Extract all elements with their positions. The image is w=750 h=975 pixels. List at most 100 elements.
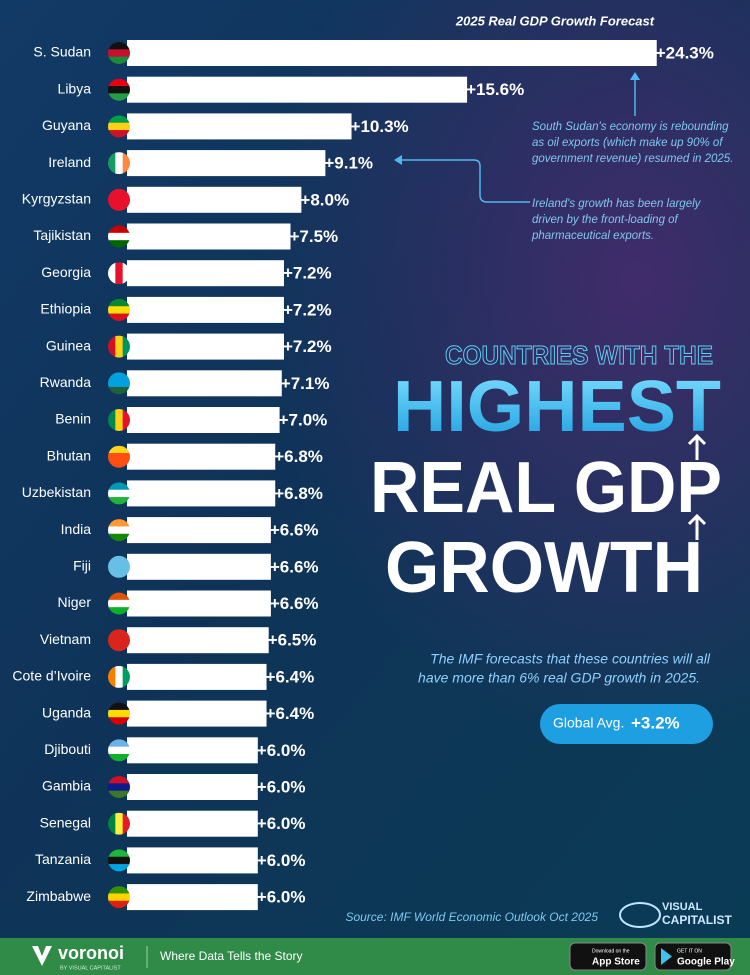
flag-stripe [115, 152, 124, 175]
badge-text: App Store [592, 957, 640, 968]
value-label: +7.0% [279, 410, 328, 429]
value-label: +6.4% [266, 704, 315, 723]
headline: GROWTH [385, 528, 703, 608]
flag-stripe [108, 519, 130, 527]
flag-stripe [108, 753, 130, 762]
flag [108, 372, 130, 395]
flag-stripe [108, 709, 130, 718]
vc-logo: VISUAL CAPITALIST [619, 901, 732, 928]
global-avg-pill [540, 704, 713, 744]
value-label: +6.0% [257, 888, 306, 907]
bar [127, 884, 258, 911]
value-label: +6.5% [268, 631, 317, 650]
category-label: Guyana [42, 117, 91, 133]
badge-text: Google Play [677, 957, 735, 968]
global-avg-value: +3.2% [631, 713, 680, 732]
flag [108, 335, 130, 358]
flag-stripe [108, 702, 130, 711]
flag-stripe [108, 783, 130, 792]
bar [127, 333, 284, 360]
value-label: +7.5% [290, 227, 339, 246]
logo-text: VISUAL [662, 901, 703, 913]
flag-stripe [108, 78, 130, 87]
flag-stripe [108, 379, 130, 388]
bar [127, 223, 291, 250]
annotation: pharmaceutical exports. [531, 230, 654, 242]
flag-stripe [108, 152, 116, 175]
flag-stripe [108, 482, 130, 491]
category-label: Uganda [42, 704, 91, 720]
flag [108, 152, 130, 175]
flag-stripe [108, 386, 130, 395]
flag [108, 409, 130, 431]
category-label: Benin [55, 411, 91, 427]
flag-stripe [122, 335, 130, 358]
headline: REAL GDP [370, 448, 722, 528]
badge-text: Download on the [592, 948, 630, 954]
value-label: +24.3% [656, 43, 714, 62]
google-play-badge[interactable]: GET IT ON Google Play [654, 942, 735, 971]
flag-stripe [108, 445, 130, 454]
flag-stripe [108, 746, 130, 755]
flag-stripe [108, 790, 130, 798]
flag [108, 225, 130, 248]
flag-stripe [122, 812, 130, 835]
flag-stripe [115, 262, 124, 285]
badge[interactable] [569, 942, 647, 971]
subtitle: have more than 6% real GDP growth in 202… [418, 670, 700, 686]
badge[interactable] [654, 942, 732, 971]
category-label: Tajikistan [33, 227, 91, 243]
bar [127, 553, 271, 580]
bar [127, 443, 276, 470]
category-label: Djibouti [44, 741, 91, 757]
annotation-arrow [400, 159, 530, 203]
flag-stripe [108, 49, 130, 58]
logo-text: CAPITALIST [662, 913, 732, 927]
flag-stripe [108, 592, 130, 601]
flag-stripe [108, 812, 116, 835]
bar [127, 517, 271, 544]
value-label: +6.8% [274, 484, 323, 503]
flag [108, 665, 130, 688]
category-label: Kyrgyzstan [22, 191, 91, 207]
bar [127, 113, 352, 140]
annotation-arrow-head [630, 72, 640, 80]
flag-stripe [108, 196, 130, 204]
app-store-badge[interactable]: Download on the App Store [569, 942, 647, 971]
flag [108, 702, 130, 725]
flag-stripe [108, 570, 130, 578]
category-label: Vietnam [40, 631, 91, 647]
flag-stripe [122, 152, 130, 175]
category-label: Uzbekistan [22, 484, 91, 500]
flag [108, 445, 130, 468]
flag-stripe [122, 262, 130, 285]
headline: HIGHEST [393, 367, 721, 447]
flag-stripe [115, 409, 124, 431]
flag-stripe [108, 526, 130, 535]
bar [127, 810, 258, 837]
source: Source: IMF World Economic Outlook Oct 2… [345, 910, 598, 924]
bar [127, 40, 657, 66]
flag [108, 629, 130, 652]
flag-stripe [108, 130, 130, 138]
flag [108, 115, 130, 138]
logo-mark [619, 902, 661, 928]
flag-stripe [108, 313, 130, 321]
bar [127, 260, 284, 287]
flag-stripe [108, 86, 130, 94]
category-label: Zimbabwe [26, 888, 91, 904]
flag [108, 812, 130, 835]
flag [108, 188, 130, 211]
category-label: S. Sudan [33, 44, 91, 60]
badge-text: GET IT ON [677, 948, 702, 954]
bar [127, 700, 267, 727]
bar [127, 590, 271, 617]
flag-stripe [108, 739, 130, 748]
bar [127, 737, 258, 764]
value-label: +6.6% [270, 594, 319, 613]
bar [127, 370, 282, 397]
flag [108, 482, 130, 505]
flag-stripe [108, 886, 130, 894]
flag-stripe [108, 849, 130, 858]
